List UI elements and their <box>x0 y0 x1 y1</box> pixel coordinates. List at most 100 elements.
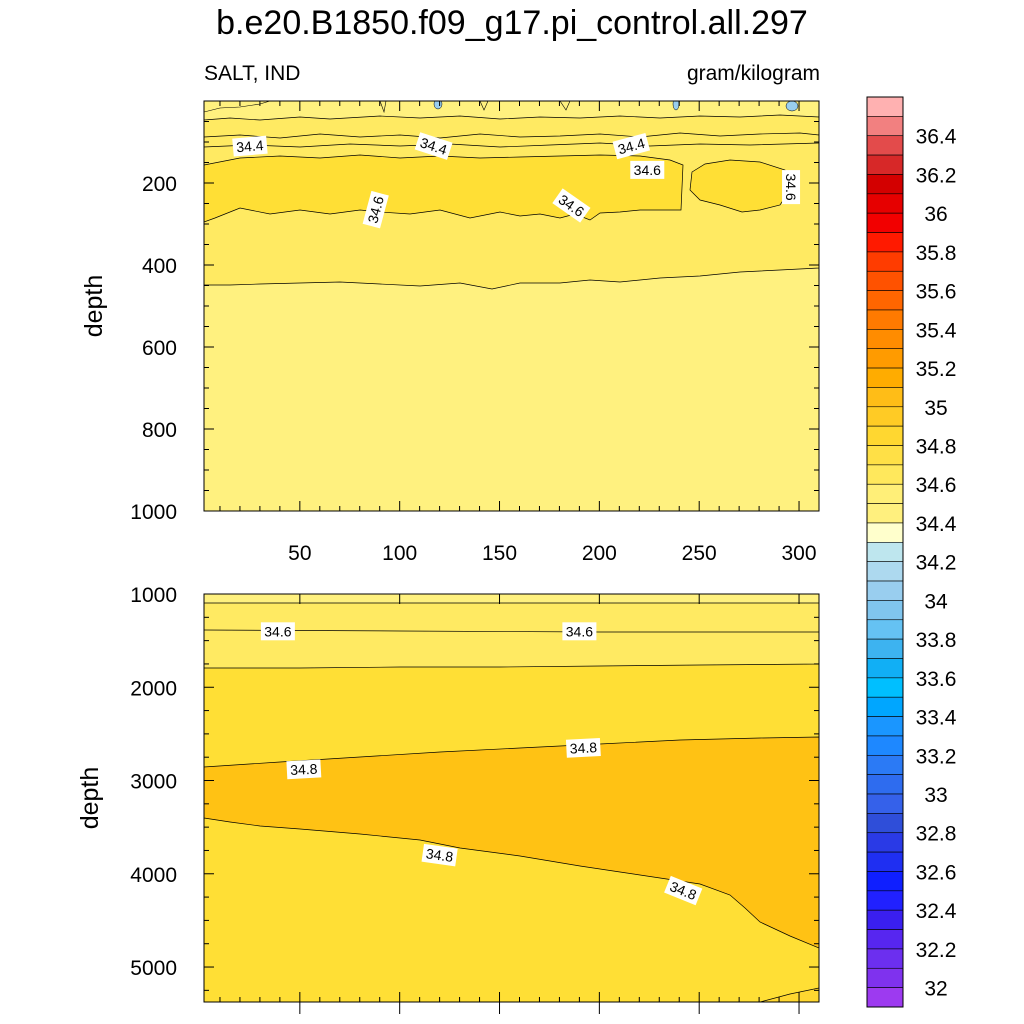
colorbar-swatch <box>866 522 904 543</box>
upper-x-tick-label: 50 <box>288 542 311 565</box>
colorbar-frame <box>866 96 904 1008</box>
upper-low-salinity-patch <box>672 101 680 111</box>
upper-y-axis-label: depth <box>80 275 108 338</box>
contour-label: 34.6 <box>562 622 597 641</box>
colorbar-label: 35.6 <box>916 281 957 304</box>
contour-label-box <box>414 132 453 160</box>
contour-label-box <box>362 190 389 229</box>
colorbar-swatch <box>866 677 904 698</box>
lower-y-tick-label: 4000 <box>130 864 177 887</box>
colorbar-swatch <box>866 290 904 311</box>
colorbar-swatch <box>866 638 904 659</box>
contour-label: 34.6 <box>782 170 801 205</box>
colorbar-swatch <box>866 909 904 930</box>
colorbar-swatch <box>866 367 904 388</box>
colorbar-label: 36.2 <box>916 164 957 187</box>
colorbar-label: 33.6 <box>916 668 957 691</box>
colorbar-swatch <box>866 212 904 233</box>
lower-fill-34.4 <box>204 594 819 604</box>
contour-label-box <box>286 759 322 780</box>
colorbar-swatch <box>866 967 904 988</box>
colorbar-swatch <box>866 696 904 717</box>
contour-label-text: 34.6 <box>634 162 661 178</box>
colorbar-swatch <box>866 542 904 562</box>
upper-y-tick-label: 800 <box>142 419 177 442</box>
contour-label: 34.4 <box>612 133 651 160</box>
colorbar-swatch <box>866 387 904 408</box>
colorbar-swatch <box>866 116 904 137</box>
variable-label: SALT, IND <box>204 62 301 85</box>
colorbar-swatch <box>866 251 904 272</box>
lower-panel-plot <box>204 594 819 1002</box>
contour-label: 34.8 <box>286 759 322 780</box>
colorbar-label: 33.4 <box>916 707 957 730</box>
contour-label: 34.8 <box>565 737 601 758</box>
contour-label-text: 34.8 <box>290 761 318 778</box>
colorbar-swatch <box>866 329 904 350</box>
upper-axes: 50 100 150 200 250 300 200 400 600 800 1000 <box>130 100 820 565</box>
colorbar: 36.4 36.2 36 35.8 35.6 35.4 35.2 35 34.8 34.6 34.4… <box>866 96 957 1008</box>
contour-label-text: 34.8 <box>569 739 597 756</box>
colorbar-label: 35.2 <box>916 358 957 381</box>
colorbar-label: 35 <box>924 397 947 420</box>
colorbar-swatch <box>866 483 904 504</box>
colorbar-swatch <box>866 716 904 737</box>
contour-label: 34.4 <box>414 132 453 160</box>
upper-fill-34.6-east <box>689 159 791 213</box>
colorbar-swatch <box>866 309 904 330</box>
colorbar-label: 36 <box>924 203 947 226</box>
contour-label-box <box>260 622 295 641</box>
contour-label: 34.6 <box>260 622 295 641</box>
upper-x-tick-label: 200 <box>582 542 617 565</box>
colorbar-label: 32.2 <box>916 939 957 962</box>
contour-label-box <box>421 843 458 867</box>
colorbar-label: 34.4 <box>916 513 957 536</box>
colorbar-swatch <box>866 135 904 156</box>
colorbar-swatch <box>866 851 904 872</box>
contour-label-text: 34.8 <box>425 845 454 865</box>
colorbar-swatch <box>866 832 904 853</box>
contour-label-text: 34.6 <box>783 173 799 200</box>
colorbar-label: 32.4 <box>916 900 957 923</box>
colorbar-swatch <box>866 948 904 969</box>
contour-label-box <box>664 875 703 906</box>
colorbar-label: 32.8 <box>916 823 957 846</box>
contour-label-box <box>232 135 268 157</box>
contour-label-text: 34.6 <box>364 194 387 225</box>
colorbar-label: 34.8 <box>916 436 957 459</box>
lower-frame <box>203 593 820 1003</box>
upper-low-salinity-patch <box>785 101 799 112</box>
colorbar-label: 32.6 <box>916 861 957 884</box>
colorbar-swatch <box>866 987 904 1008</box>
upper-y-tick-label: 200 <box>142 173 177 196</box>
colorbar-swatch <box>866 735 904 756</box>
upper-panel-plot <box>204 101 819 511</box>
lower-y-tick-label: 5000 <box>130 957 177 980</box>
colorbar-label: 33.8 <box>916 629 957 652</box>
colorbar-swatch <box>866 871 904 892</box>
contour-label-text: 34.4 <box>236 137 265 155</box>
colorbar-swatch <box>866 929 904 950</box>
contour-label-box <box>782 170 801 205</box>
colorbar-label: 34.6 <box>916 474 957 497</box>
colorbar-swatch <box>866 445 904 466</box>
contour-label-box <box>565 737 601 758</box>
contour-label: 34.8 <box>421 843 458 867</box>
upper-x-tick-label: 100 <box>382 542 417 565</box>
upper-x-tick-label: 250 <box>682 542 717 565</box>
colorbar-label: 32 <box>924 978 947 1001</box>
colorbar-swatch <box>866 270 904 291</box>
contour-label-text: 34.6 <box>264 623 291 639</box>
upper-x-tick-label: 150 <box>482 542 517 565</box>
colorbar-swatch <box>866 96 904 117</box>
contour-label-box <box>552 188 591 223</box>
colorbar-label: 34 <box>924 590 948 613</box>
colorbar-swatch <box>866 561 904 582</box>
colorbar-label: 33.2 <box>916 745 957 768</box>
colorbar-swatch <box>866 890 904 911</box>
contour-label-box <box>612 133 651 160</box>
colorbar-swatch <box>866 813 904 834</box>
contour-label-box <box>562 622 597 641</box>
colorbar-swatch <box>866 425 904 446</box>
